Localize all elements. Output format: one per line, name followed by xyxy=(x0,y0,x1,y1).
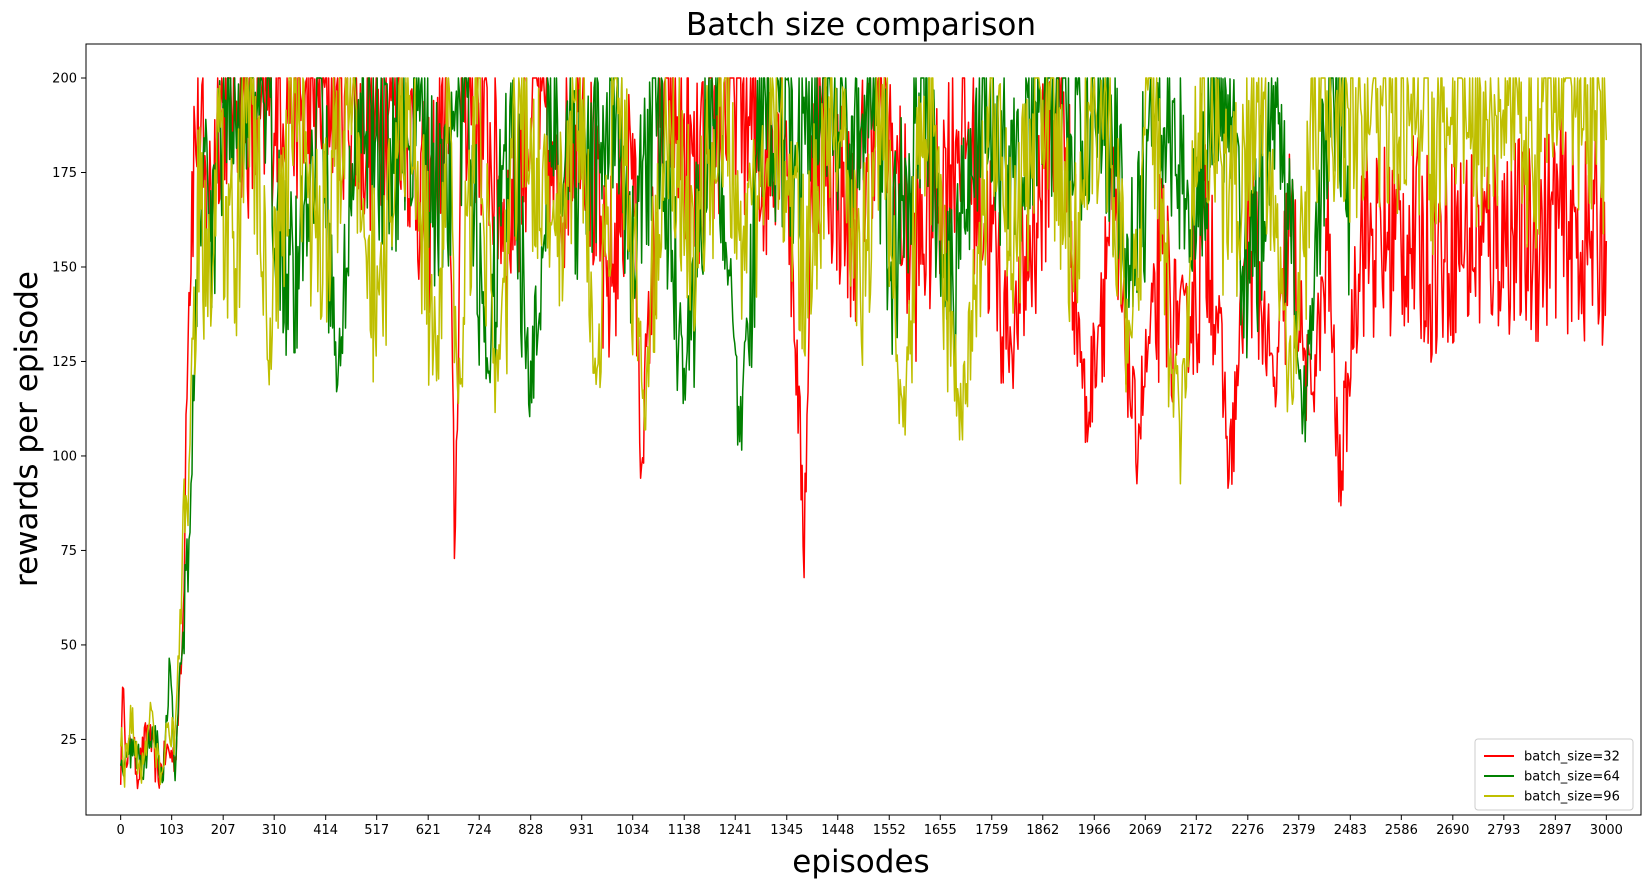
y-axis: 25 50 75 100 125 150 175 200 xyxy=(52,72,86,748)
y-tick-label: 75 xyxy=(60,544,77,559)
y-tick-label: 25 xyxy=(60,733,77,748)
x-tick-label: 3000 xyxy=(1590,823,1623,838)
x-tick-label: 2069 xyxy=(1129,823,1162,838)
x-tick-label: 1966 xyxy=(1078,823,1111,838)
x-tick-label: 2276 xyxy=(1231,823,1264,838)
y-axis-label: rewards per episode xyxy=(9,271,45,587)
plot-frame xyxy=(85,43,1642,816)
x-tick-label: 0 xyxy=(117,823,125,838)
x-tick-label: 1345 xyxy=(770,823,803,838)
y-tick-label: 125 xyxy=(52,355,77,370)
x-tick-label: 1448 xyxy=(821,823,854,838)
y-tick-label: 200 xyxy=(52,72,77,87)
x-tick-label: 103 xyxy=(159,823,184,838)
x-tick-label: 1034 xyxy=(616,823,649,838)
legend-label: batch_size=32 xyxy=(1524,750,1620,765)
x-tick-label: 2483 xyxy=(1334,823,1367,838)
legend-label: batch_size=96 xyxy=(1524,790,1620,805)
x-tick-label: 2897 xyxy=(1539,823,1572,838)
x-tick-label: 1759 xyxy=(975,823,1008,838)
x-axis: 0 103 207 310 414 517 621 724 828 931 1034 1138 1241… xyxy=(117,815,1623,838)
x-tick-label: 1552 xyxy=(873,823,906,838)
x-tick-label: 2793 xyxy=(1487,823,1520,838)
x-tick-label: 1862 xyxy=(1026,823,1059,838)
x-tick-label: 414 xyxy=(313,823,338,838)
y-tick-label: 175 xyxy=(52,166,77,181)
x-tick-label: 1241 xyxy=(719,823,752,838)
x-tick-label: 1138 xyxy=(668,823,701,838)
x-axis-label: episodes xyxy=(792,844,929,880)
x-tick-label: 724 xyxy=(467,823,492,838)
x-tick-label: 2690 xyxy=(1436,823,1469,838)
x-tick-label: 828 xyxy=(518,823,543,838)
chart-title: Batch size comparison xyxy=(686,7,1036,43)
x-tick-label: 2379 xyxy=(1282,823,1315,838)
x-tick-label: 2586 xyxy=(1385,823,1418,838)
legend-box xyxy=(1474,738,1634,811)
series-line-3 xyxy=(119,77,1608,788)
x-tick-label: 931 xyxy=(569,823,594,838)
x-tick-label: 310 xyxy=(262,823,287,838)
x-tick-label: 1655 xyxy=(924,823,957,838)
legend-label: batch_size=64 xyxy=(1524,770,1620,785)
x-tick-label: 2172 xyxy=(1180,823,1213,838)
legend: batch_size=32 batch_size=64 batch_size=96 xyxy=(1474,738,1634,811)
x-tick-label: 517 xyxy=(364,823,389,838)
y-tick-label: 150 xyxy=(52,260,77,275)
y-tick-label: 50 xyxy=(60,638,77,653)
plot-series-group xyxy=(119,77,1608,790)
x-tick-label: 621 xyxy=(416,823,441,838)
x-tick-label: 207 xyxy=(211,823,236,838)
y-tick-label: 100 xyxy=(52,449,77,464)
